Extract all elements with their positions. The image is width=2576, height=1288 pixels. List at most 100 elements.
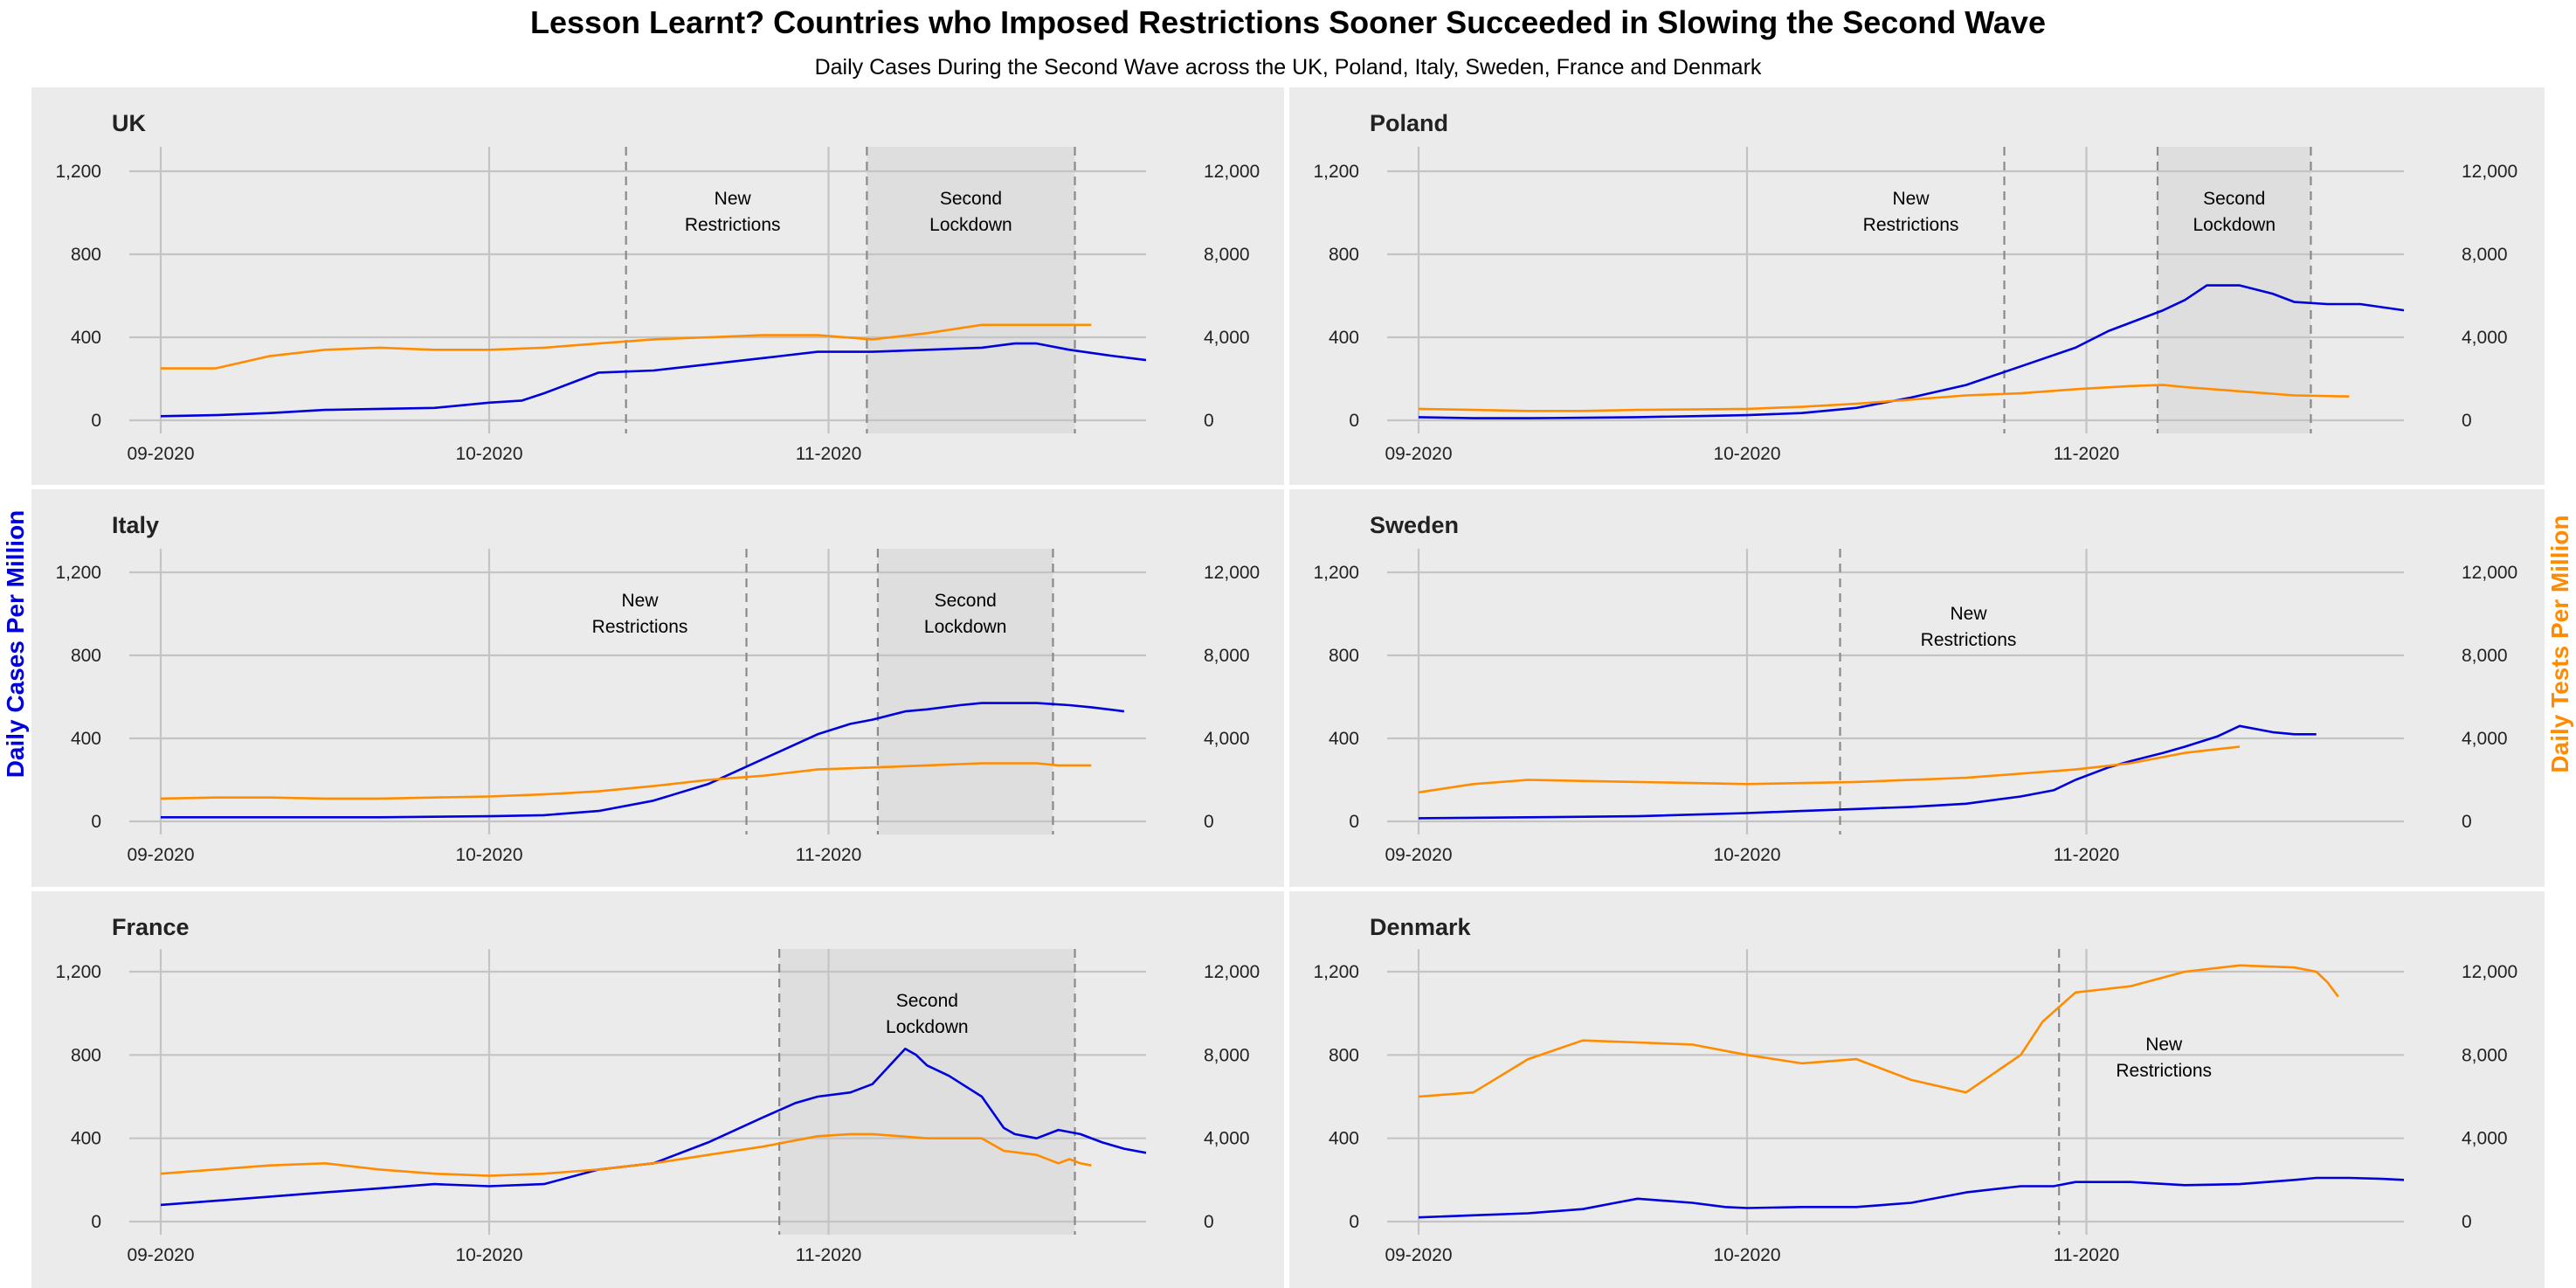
y2-tick-label: 4,000 <box>2462 729 2508 749</box>
y-tick-label: 0 <box>1349 1212 1359 1232</box>
y-tick-label: 400 <box>71 328 101 348</box>
series-line-cases <box>1418 1176 2405 1219</box>
panel-background <box>31 87 1284 485</box>
y2-tick-label: 4,000 <box>1204 328 1250 348</box>
new-restrictions-annotation: Restrictions <box>685 215 781 235</box>
y-tick-label: 400 <box>1329 328 1359 348</box>
new-restrictions-annotation: New <box>1893 189 1930 209</box>
new-restrictions-annotation: New <box>715 189 752 209</box>
panel-title: Sweden <box>1370 512 1459 538</box>
y-tick-label: 1,200 <box>1313 962 1359 982</box>
y2-tick-label: 8,000 <box>1204 245 1250 265</box>
panel-france: France 0 400 800 1,200 0 4,000 8,000 12,000 09-20… <box>31 891 1284 1288</box>
x-tick-label: 09-2020 <box>1385 444 1452 464</box>
x-tick-label: 10-2020 <box>1713 444 1780 464</box>
y2-tick-label: 12,000 <box>2462 962 2517 982</box>
x-tick-label: 09-2020 <box>1385 845 1452 865</box>
y-tick-label: 800 <box>1329 646 1359 666</box>
y-tick-label: 1,200 <box>55 162 101 182</box>
y-tick-label: 1,200 <box>55 962 101 982</box>
y2-tick-label: 8,000 <box>2462 646 2508 666</box>
y2-tick-label: 0 <box>1204 812 1214 832</box>
series-line-tests <box>1418 964 2339 1098</box>
x-tick-label: 10-2020 <box>1713 1245 1780 1265</box>
y-tick-label: 800 <box>71 245 101 265</box>
y2-tick-label: 8,000 <box>2462 1045 2508 1065</box>
panel-background <box>1289 489 2545 887</box>
y2-tick-label: 12,000 <box>1204 162 1260 182</box>
panel-title: Poland <box>1370 110 1448 136</box>
new-restrictions-annotation: New <box>622 591 660 611</box>
y2-tick-label: 8,000 <box>2462 245 2508 265</box>
y2-tick-label: 0 <box>2462 812 2472 832</box>
y2-tick-label: 4,000 <box>1204 729 1250 749</box>
y-tick-label: 0 <box>91 1212 101 1232</box>
lockdown-shade <box>2158 147 2311 433</box>
series-line-cases <box>160 1047 1147 1207</box>
y2-tick-label: 0 <box>1204 1212 1214 1232</box>
panel-background <box>1289 87 2545 485</box>
lockdown-shade <box>867 147 1075 433</box>
new-restrictions-annotation: Restrictions <box>2116 1061 2212 1081</box>
y-tick-label: 800 <box>1329 1045 1359 1065</box>
lockdown-annotation: Second <box>896 991 958 1011</box>
panel-background <box>31 891 1284 1288</box>
x-tick-label: 11-2020 <box>796 1245 862 1265</box>
lockdown-annotation: Lockdown <box>2193 215 2276 235</box>
x-tick-label: 11-2020 <box>796 444 862 464</box>
series-line-tests <box>160 1132 1092 1177</box>
series-line-cases <box>1418 284 2405 419</box>
y-tick-label: 800 <box>1329 245 1359 265</box>
panel-background <box>31 489 1284 887</box>
series-line-tests <box>160 762 1092 800</box>
new-restrictions-annotation: New <box>1951 604 1988 624</box>
x-tick-label: 09-2020 <box>127 1245 194 1265</box>
y-tick-label: 0 <box>91 812 101 832</box>
lockdown-annotation: Lockdown <box>929 215 1012 235</box>
lockdown-shade <box>877 549 1053 834</box>
series-line-tests <box>1418 384 2350 412</box>
y-tick-label: 0 <box>91 411 101 431</box>
y-tick-label: 0 <box>1349 411 1359 431</box>
lockdown-annotation: Lockdown <box>924 617 1007 637</box>
y-tick-label: 0 <box>1349 812 1359 832</box>
panel-italy: Italy 0 400 800 1,200 0 4,000 8,000 12,000 09-202… <box>31 489 1284 887</box>
x-tick-label: 10-2020 <box>1713 845 1780 865</box>
panel-poland: Poland 0 400 800 1,200 0 4,000 8,000 12,000 09-20… <box>1289 87 2545 485</box>
y2-tick-label: 0 <box>2462 1212 2472 1232</box>
x-tick-label: 11-2020 <box>796 845 862 865</box>
x-tick-label: 09-2020 <box>127 845 194 865</box>
x-tick-label: 10-2020 <box>455 1245 522 1265</box>
y-tick-label: 1,200 <box>1313 563 1359 583</box>
series-line-tests <box>1418 745 2241 794</box>
series-line-cases <box>1418 724 2317 820</box>
panel-uk: UK 0 400 800 1,200 0 4,000 8,000 12,000 09-2020 10… <box>31 87 1284 485</box>
y2-tick-label: 0 <box>2462 411 2472 431</box>
y2-tick-label: 8,000 <box>1204 646 1250 666</box>
y2-tick-label: 0 <box>1204 411 1214 431</box>
x-tick-label: 11-2020 <box>2054 1245 2120 1265</box>
y-tick-label: 400 <box>71 729 101 749</box>
lockdown-annotation: Lockdown <box>886 1017 969 1037</box>
new-restrictions-annotation: Restrictions <box>1921 630 2017 650</box>
x-tick-label: 09-2020 <box>1385 1245 1452 1265</box>
chart-title: Lesson Learnt? Countries who Imposed Res… <box>530 4 2046 40</box>
new-restrictions-annotation: New <box>2145 1035 2183 1055</box>
new-restrictions-annotation: Restrictions <box>1863 215 1959 235</box>
y-tick-label: 400 <box>71 1129 101 1149</box>
panel-title: Denmark <box>1370 914 1472 940</box>
panel-title: Italy <box>112 512 159 538</box>
series-line-cases <box>160 342 1147 418</box>
y2-tick-label: 12,000 <box>1204 962 1260 982</box>
x-tick-label: 09-2020 <box>127 444 194 464</box>
x-tick-label: 11-2020 <box>2054 845 2120 865</box>
lockdown-annotation: Second <box>940 189 1002 209</box>
lockdown-annotation: Second <box>935 591 997 611</box>
y-tick-label: 1,200 <box>55 563 101 583</box>
y2-tick-label: 4,000 <box>2462 328 2508 348</box>
y-tick-label: 800 <box>71 646 101 666</box>
x-tick-label: 10-2020 <box>455 845 522 865</box>
x-tick-label: 10-2020 <box>455 444 522 464</box>
chart-subtitle: Daily Cases During the Second Wave acros… <box>814 55 1762 80</box>
